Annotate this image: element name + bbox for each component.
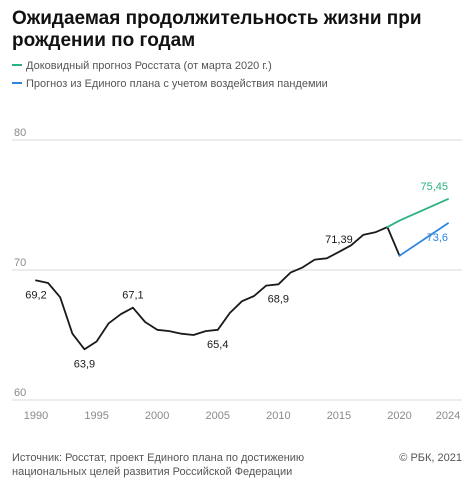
series-line-forecast <box>398 222 449 257</box>
series-line-actual <box>35 226 401 351</box>
data-label: 73,6 <box>427 232 448 244</box>
x-tick-label: 2015 <box>327 410 351 422</box>
x-tick-label: 1995 <box>84 410 108 422</box>
data-label: 69,2 <box>25 289 46 301</box>
credit: © РБК, 2021 <box>399 452 462 464</box>
x-tick-label: 2010 <box>266 410 290 422</box>
legend-swatch-blue <box>12 82 22 85</box>
series-line-forecast <box>386 198 449 229</box>
legend-item-precovid: Доковидный прогноз Росстата (от марта 20… <box>12 59 462 73</box>
y-tick-label: 70 <box>14 257 26 269</box>
source-note: Источник: Росстат, проект Единого плана … <box>12 452 305 478</box>
data-label: 71,39 <box>325 234 353 246</box>
x-tick-label: 2020 <box>387 410 411 422</box>
legend-label: Прогноз из Единого плана с учетом воздей… <box>26 78 328 90</box>
data-label: 67,1 <box>122 290 143 302</box>
y-tick-label: 80 <box>14 127 26 139</box>
data-label: 75,45 <box>420 181 448 193</box>
legend-item-pandemic: Прогноз из Единого плана с учетом воздей… <box>12 77 462 91</box>
x-tick-label: 2005 <box>206 410 230 422</box>
x-tick-label: 1990 <box>24 410 48 422</box>
x-tick-label: 2024 <box>436 410 460 422</box>
data-label: 65,4 <box>207 339 228 351</box>
legend-swatch-green <box>12 64 22 67</box>
legend-label: Доковидный прогноз Росстата (от марта 20… <box>26 60 272 72</box>
x-tick-label: 2000 <box>145 410 169 422</box>
data-label: 63,9 <box>74 358 95 370</box>
y-tick-label: 60 <box>14 387 26 399</box>
data-label: 68,9 <box>268 293 289 305</box>
chart-title: Ожидаемая продолжительность жизни при ро… <box>12 8 422 51</box>
